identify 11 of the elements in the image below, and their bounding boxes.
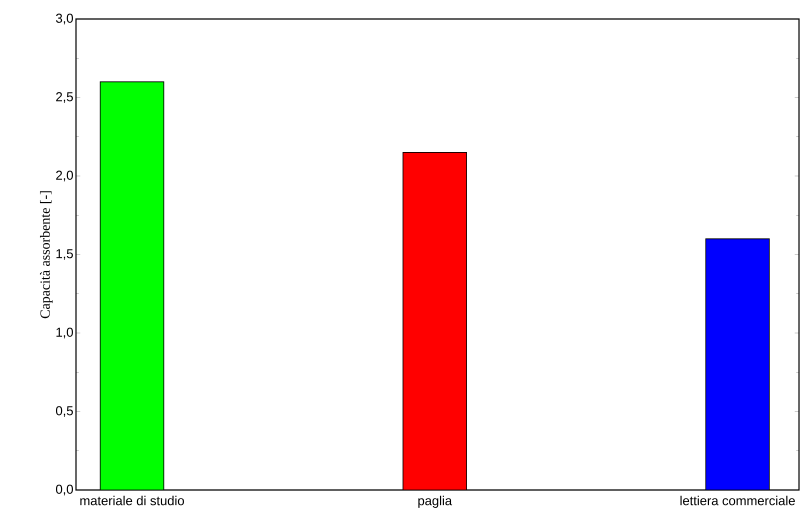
y-tick-label: 3,0	[56, 14, 73, 24]
y-tick-label: 2,0	[56, 170, 73, 182]
x-tick-label: lettiera commerciale	[680, 496, 795, 506]
y-tick-label: 0,0	[56, 484, 73, 496]
y-tick-label: 1,5	[56, 249, 73, 260]
y-axis-title: Capacità assorbente [-]	[40, 191, 53, 318]
x-tick-label: paglia	[418, 496, 452, 508]
y-tick-label: 2,5	[56, 92, 73, 103]
y-tick-label: 0,5	[56, 406, 73, 417]
x-tick-label: materiale di studio	[80, 496, 184, 506]
y-tick-label: 1,0	[56, 328, 73, 338]
